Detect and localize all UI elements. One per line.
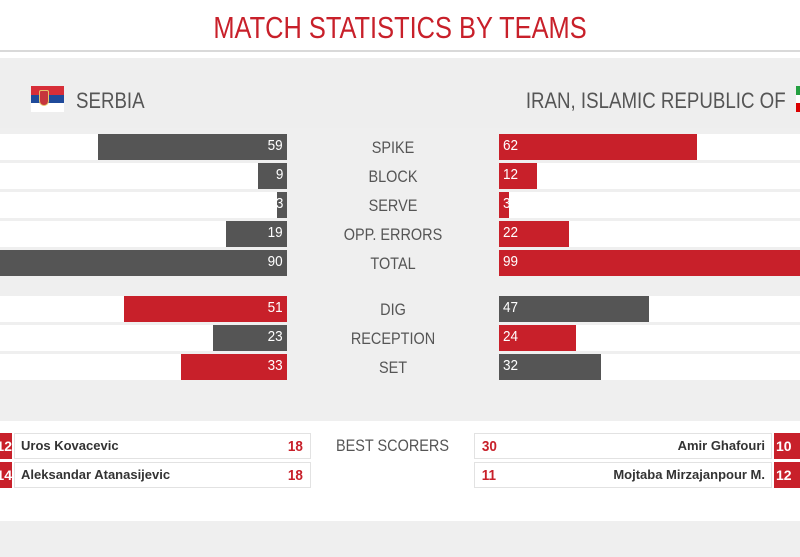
stat-track-right: 3 bbox=[499, 192, 800, 218]
stat-label: DIG bbox=[380, 300, 406, 319]
stat-bar-right: 99 bbox=[499, 250, 800, 276]
serbia-flag-icon bbox=[31, 86, 64, 112]
stat-value-right: 12 bbox=[503, 166, 519, 183]
stat-row-opp-errors: 19 OPP. ERRORS 22 bbox=[0, 221, 800, 247]
stat-bar-right: 32 bbox=[499, 354, 602, 380]
stat-row-reception: 23 RECEPTION 24 bbox=[0, 325, 800, 351]
stat-track-left: 9 bbox=[0, 163, 287, 189]
stat-bar-right: 47 bbox=[499, 296, 650, 322]
scorer-name: Mojtaba Mirzajanpour M. bbox=[613, 467, 765, 482]
stat-value-left: 59 bbox=[267, 137, 283, 154]
header-divider bbox=[0, 50, 800, 52]
stat-value-left: 51 bbox=[267, 299, 283, 316]
stat-bar-left: 33 bbox=[181, 354, 287, 380]
stat-row-block: 9 BLOCK 12 bbox=[0, 163, 800, 189]
stat-track-left: 33 bbox=[0, 354, 287, 380]
scorer-name: Aleksandar Atanasijevic bbox=[21, 467, 171, 482]
team-left-name: SERBIA bbox=[76, 88, 145, 113]
stat-bar-left: 9 bbox=[258, 163, 287, 189]
iran-flag-icon bbox=[796, 86, 800, 112]
stat-label: SET bbox=[378, 358, 408, 377]
stat-bar-left: 51 bbox=[123, 296, 287, 322]
scorer-number: 14 bbox=[0, 462, 12, 488]
header: MATCH STATISTICS BY TEAMS bbox=[0, 0, 800, 58]
stat-label: BLOCK bbox=[368, 167, 418, 186]
stat-value-right: 3 bbox=[503, 195, 511, 212]
stat-label: OPP. ERRORS bbox=[343, 225, 443, 244]
stat-label: SERVE bbox=[368, 196, 418, 215]
stat-label: RECEPTION bbox=[350, 329, 436, 348]
scorer-points: 11 bbox=[481, 467, 497, 484]
stat-value-right: 22 bbox=[503, 224, 519, 241]
stat-track-left: 51 bbox=[0, 296, 287, 322]
scorer-number: 12 bbox=[774, 462, 800, 488]
stat-value-right: 24 bbox=[503, 328, 519, 345]
stat-row-serve: 3 SERVE 3 bbox=[0, 192, 800, 218]
stat-value-left: 19 bbox=[267, 224, 283, 241]
stat-bar-left: 59 bbox=[98, 134, 287, 160]
scorer-points: 18 bbox=[288, 467, 304, 484]
stat-value-right: 47 bbox=[503, 299, 519, 316]
scorer-points: 18 bbox=[288, 438, 304, 455]
stat-track-left: 3 bbox=[0, 192, 287, 218]
page-title: MATCH STATISTICS BY TEAMS bbox=[213, 10, 587, 45]
scorer-name: Uros Kovacevic bbox=[21, 438, 119, 453]
stat-track-right: 47 bbox=[499, 296, 800, 322]
stat-bar-left: 23 bbox=[213, 325, 287, 351]
stat-track-right: 62 bbox=[499, 134, 800, 160]
stat-track-left: 23 bbox=[0, 325, 287, 351]
stat-track-right: 12 bbox=[499, 163, 800, 189]
team-band bbox=[0, 70, 800, 128]
serbia-emblem-icon bbox=[39, 90, 49, 106]
stat-bar-right: 62 bbox=[499, 134, 698, 160]
stat-value-left: 23 bbox=[267, 328, 283, 345]
stat-track-right: 99 bbox=[499, 250, 800, 276]
stat-bar-right: 24 bbox=[499, 325, 576, 351]
stat-value-left: 3 bbox=[275, 195, 283, 212]
stat-track-right: 22 bbox=[499, 221, 800, 247]
scorer-row-left: 14 Aleksandar Atanasijevic 18 bbox=[0, 462, 311, 488]
team-right-name: IRAN, ISLAMIC REPUBLIC OF bbox=[526, 88, 786, 113]
stat-track-left: 19 bbox=[0, 221, 287, 247]
stat-track-left: 59 bbox=[0, 134, 287, 160]
stat-track-left: 90 bbox=[0, 250, 287, 276]
stat-bar-right: 12 bbox=[499, 163, 538, 189]
stat-label: SPIKE bbox=[371, 138, 415, 157]
stat-value-left: 9 bbox=[275, 166, 283, 183]
scorer-name: Amir Ghafouri bbox=[677, 438, 765, 453]
stat-label: TOTAL bbox=[370, 254, 416, 273]
stat-value-left: 90 bbox=[267, 253, 283, 270]
stat-bar-right: 22 bbox=[499, 221, 570, 247]
stat-value-right: 99 bbox=[503, 253, 519, 270]
stat-value-left: 33 bbox=[267, 357, 283, 374]
stat-bar-right: 3 bbox=[499, 192, 511, 218]
scorer-points: 30 bbox=[481, 438, 497, 455]
stat-bar-left: 90 bbox=[0, 250, 287, 276]
stat-value-right: 62 bbox=[503, 137, 519, 154]
stat-bar-left: 19 bbox=[226, 221, 287, 247]
scorer-row-right: 11 Mojtaba Mirzajanpour M. 12 bbox=[474, 462, 800, 488]
stat-row-set: 33 SET 32 bbox=[0, 354, 800, 380]
scorer-row-right: 30 Amir Ghafouri 10 bbox=[474, 433, 800, 459]
scorer-number: 10 bbox=[774, 433, 800, 459]
stat-value-right: 32 bbox=[503, 357, 519, 374]
best-scorers-label: BEST SCORERS bbox=[336, 436, 449, 455]
scorer-row-left: 12 Uros Kovacevic 18 bbox=[0, 433, 311, 459]
stat-bar-left: 3 bbox=[275, 192, 287, 218]
stat-row-dig: 51 DIG 47 bbox=[0, 296, 800, 322]
stat-track-right: 32 bbox=[499, 354, 800, 380]
stat-track-right: 24 bbox=[499, 325, 800, 351]
stat-row-spike: 59 SPIKE 62 bbox=[0, 134, 800, 160]
stat-row-total: 90 TOTAL 99 bbox=[0, 250, 800, 276]
scorer-number: 12 bbox=[0, 433, 12, 459]
